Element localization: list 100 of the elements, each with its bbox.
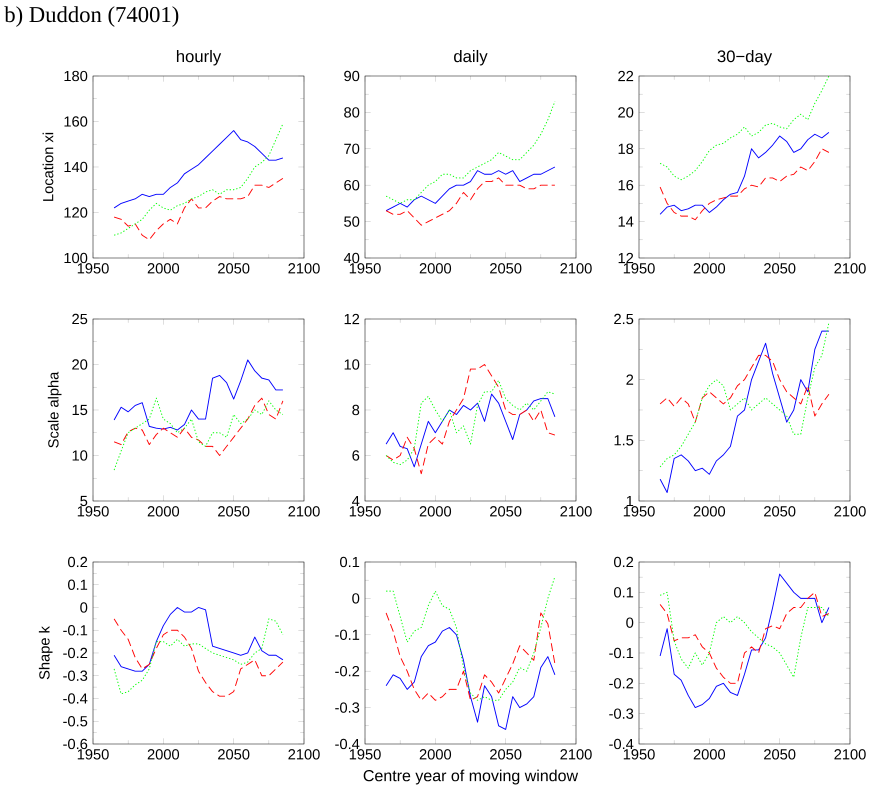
- y-tick-label: 90: [344, 70, 360, 82]
- x-tick-label: 2100: [834, 506, 866, 517]
- x-tick-label: 2050: [218, 749, 250, 760]
- y-tick-label: 180: [64, 70, 88, 82]
- y-tick-label: 0: [80, 602, 88, 613]
- x-tick-label: 2100: [288, 749, 320, 760]
- x-tick-label: 2100: [834, 749, 866, 760]
- x-tick-label: 2000: [694, 263, 726, 274]
- x-tick-label: 1950: [350, 263, 381, 274]
- x-tick-label: 2100: [560, 506, 592, 517]
- line-series: [114, 123, 284, 236]
- x-tick-label: 2100: [288, 506, 320, 517]
- x-tick-label: 2000: [148, 263, 180, 274]
- x-tick-label: 2000: [694, 506, 726, 517]
- y-tick-label: 0.2: [614, 556, 634, 568]
- line-series: [386, 394, 556, 468]
- y-tick-label: 10: [344, 359, 360, 370]
- line-series: [114, 398, 284, 471]
- x-tick-label: 2000: [420, 749, 452, 760]
- line-series: [660, 322, 830, 468]
- line-series: [386, 166, 556, 212]
- x-tick-label: 2050: [490, 749, 522, 760]
- y-tick-label: -0.2: [335, 666, 360, 676]
- line-series: [386, 627, 556, 730]
- y-tick-label: 22: [618, 70, 634, 82]
- y-tick-label: 0.2: [68, 556, 88, 568]
- line-series: [386, 576, 556, 701]
- x-tick-label: 2000: [148, 506, 180, 517]
- x-tick-label: 1950: [624, 263, 655, 274]
- line-series: [660, 132, 830, 215]
- y-axis-title: Scale alpha: [48, 372, 62, 448]
- x-tick-label: 1950: [350, 749, 381, 760]
- y-tick-label: -0.4: [335, 738, 360, 750]
- x-tick-label: 2050: [490, 506, 522, 517]
- y-tick-label: -0.2: [63, 648, 88, 658]
- y-tick-label: -0.1: [335, 630, 360, 640]
- y-tick-label: 25: [72, 314, 88, 324]
- line-series: [660, 330, 830, 493]
- line-series: [386, 364, 556, 474]
- y-tick-label: 10: [72, 450, 88, 461]
- chart-title: hourly: [176, 50, 222, 66]
- x-tick-label: 2000: [420, 263, 452, 274]
- chart-title: daily: [454, 50, 488, 66]
- x-tick-label: 2100: [288, 263, 320, 274]
- y-tick-label: 4: [352, 496, 360, 506]
- y-tick-label: -0.5: [63, 716, 88, 726]
- y-tick-label: 16: [618, 180, 634, 190]
- y-tick-label: 0: [626, 617, 634, 628]
- y-tick-label: 20: [72, 359, 88, 370]
- x-tick-label: 2100: [560, 263, 592, 274]
- y-tick-label: 0: [352, 593, 360, 604]
- y-axis-title: Shape k: [38, 626, 53, 680]
- x-tick-label: 2050: [764, 263, 796, 274]
- line-series: [114, 130, 284, 208]
- x-axis-title: Centre year of moving window: [364, 770, 578, 784]
- x-tick-label: 1950: [78, 506, 109, 517]
- y-tick-label: 18: [618, 144, 634, 154]
- x-tick-label: 2100: [560, 749, 592, 760]
- y-tick-label: 12: [344, 314, 360, 324]
- y-tick-label: 60: [344, 180, 360, 190]
- x-tick-label: 2050: [218, 263, 250, 274]
- y-tick-label: 40: [344, 252, 360, 264]
- x-tick-label: 2000: [420, 506, 452, 517]
- x-tick-label: 1950: [78, 749, 109, 760]
- y-tick-label: -0.6: [63, 738, 88, 750]
- y-tick-label: -0.3: [609, 708, 634, 719]
- y-tick-label: 6: [352, 450, 360, 461]
- y-tick-label: -0.4: [609, 738, 634, 750]
- y-tick-label: 2.5: [614, 314, 634, 324]
- x-tick-label: 1950: [78, 263, 109, 274]
- y-tick-label: -0.1: [63, 625, 88, 636]
- y-axis-title: Location xi: [42, 132, 54, 201]
- x-tick-label: 1950: [624, 506, 655, 517]
- y-tick-label: 50: [344, 216, 360, 227]
- line-series: [386, 612, 556, 701]
- x-tick-label: 1950: [624, 749, 655, 760]
- y-tick-label: 70: [344, 144, 360, 154]
- y-tick-label: 0.1: [614, 587, 634, 598]
- chart-title: 30−day: [718, 50, 772, 66]
- y-tick-label: -0.1: [609, 648, 634, 658]
- x-tick-label: 2000: [694, 749, 726, 760]
- y-tick-label: 14: [618, 216, 634, 227]
- y-tick-label: 100: [64, 252, 88, 264]
- y-tick-label: 12: [618, 252, 634, 264]
- x-tick-label: 2000: [148, 749, 180, 760]
- line-series: [114, 359, 284, 430]
- y-tick-label: 160: [64, 116, 88, 127]
- x-tick-label: 1950: [350, 506, 381, 517]
- line-series: [660, 148, 830, 220]
- y-tick-label: 15: [72, 404, 88, 416]
- y-tick-label: 80: [344, 107, 360, 118]
- x-tick-label: 2050: [764, 506, 796, 517]
- text: b) Duddon (74001): [4, 6, 178, 27]
- y-tick-label: -0.2: [609, 678, 634, 689]
- y-tick-label: 0.1: [340, 556, 360, 568]
- y-tick-label: -0.3: [335, 702, 360, 713]
- x-tick-label: 2050: [764, 749, 796, 760]
- line-series: [660, 76, 830, 180]
- y-tick-label: 1: [626, 496, 634, 506]
- y-tick-label: -0.4: [63, 693, 88, 704]
